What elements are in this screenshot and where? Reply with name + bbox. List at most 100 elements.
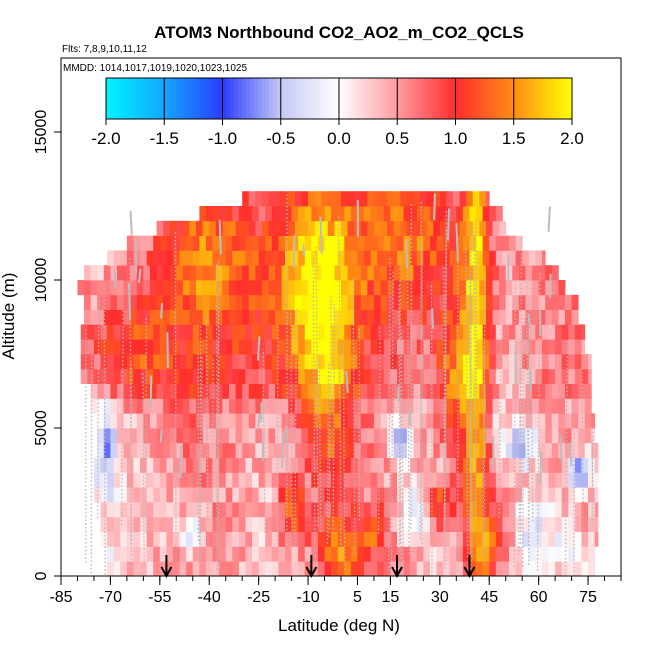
heatmap-cell: [100, 472, 108, 488]
heatmap-cell: [588, 368, 592, 384]
heatmap-cell: [97, 413, 105, 429]
heatmap-cell: [479, 294, 487, 310]
heatmap-cell: [522, 546, 530, 562]
heatmap-cell: [337, 531, 345, 547]
colorbar-segment: [366, 78, 371, 119]
heatmap-cell: [383, 516, 391, 532]
heatmap-cell: [446, 280, 454, 296]
heatmap-cell: [311, 457, 319, 473]
colorbar-segment: [455, 78, 460, 119]
heatmap-cell: [120, 516, 128, 532]
heatmap-cell: [426, 383, 434, 399]
heatmap-cell: [173, 561, 180, 577]
heatmap-cell: [238, 531, 246, 547]
heatmap-cell: [370, 531, 378, 547]
heatmap-cell: [87, 354, 95, 370]
heatmap-cell: [393, 220, 401, 236]
heatmap-cell: [153, 250, 161, 266]
heatmap-cell: [512, 413, 520, 429]
heatmap-cell: [436, 235, 444, 251]
heatmap-cell: [120, 561, 128, 577]
heatmap-cell: [173, 324, 180, 340]
colorbar-segment: [439, 78, 445, 119]
heatmap-cell: [383, 339, 391, 355]
heatmap-cell: [120, 457, 128, 473]
heatmap-cell: [588, 561, 596, 577]
heatmap-cell: [370, 324, 378, 340]
heatmap-cell: [192, 354, 200, 370]
heatmap-cell: [485, 309, 493, 325]
heatmap-cell: [212, 487, 220, 503]
heatmap-cell: [252, 354, 260, 370]
heatmap-cell: [268, 265, 276, 281]
heatmap-cell: [133, 487, 141, 503]
heatmap-cell: [189, 398, 197, 414]
flight-trace: [539, 451, 543, 484]
heatmap-cell: [291, 206, 299, 222]
heatmap-cell: [97, 309, 105, 325]
heatmap-cell: [469, 502, 477, 518]
heatmap-cell: [350, 206, 358, 222]
colorbar-segment: [257, 78, 262, 119]
heatmap-cell: [196, 309, 204, 325]
heatmap-cell: [406, 280, 414, 296]
heatmap-cell: [370, 354, 378, 370]
heatmap-cell: [485, 398, 493, 414]
heatmap-cell: [456, 206, 464, 222]
heatmap-cell: [499, 220, 507, 236]
heatmap-cell: [410, 561, 418, 577]
flight-trace: [473, 228, 477, 518]
heatmap-cell: [370, 457, 378, 473]
heatmap-cell: [209, 309, 217, 325]
heatmap-cell: [393, 294, 401, 310]
heatmap-cell: [182, 428, 190, 444]
heatmap-cell: [416, 354, 424, 370]
heatmap-cell: [268, 413, 276, 429]
flight-trace: [302, 244, 306, 257]
heatmap-cell: [574, 472, 582, 488]
heatmap-cell: [298, 546, 306, 562]
heatmap-cell: [159, 546, 167, 562]
heatmap-cell: [212, 339, 220, 355]
heatmap-cell: [581, 546, 589, 562]
heatmap-cell: [453, 442, 460, 458]
x-tick-label: 15: [382, 589, 400, 606]
heatmap-cell: [285, 368, 292, 384]
heatmap-cell: [120, 339, 128, 355]
heatmap-cell: [436, 502, 444, 518]
heatmap-cell: [196, 280, 204, 296]
heatmap-cell: [522, 339, 530, 355]
heatmap-cell: [525, 398, 533, 414]
heatmap-cell: [420, 413, 428, 429]
heatmap-cell: [304, 324, 312, 340]
heatmap-cell: [143, 280, 151, 296]
heatmap-cell: [551, 398, 559, 414]
heatmap-cell: [199, 531, 207, 547]
heatmap-cell: [364, 206, 372, 222]
heatmap-cell: [420, 280, 428, 296]
heatmap-cell: [285, 250, 292, 266]
heatmap-cell: [476, 546, 484, 562]
heatmap-cell: [512, 294, 520, 310]
heatmap-cell: [281, 191, 289, 207]
heatmap-cell: [166, 324, 174, 340]
heatmap-cell: [410, 487, 418, 503]
heatmap-cell: [439, 413, 447, 429]
heatmap-cell: [199, 502, 207, 518]
heatmap-cell: [271, 516, 279, 532]
heatmap-cell: [449, 516, 457, 532]
heatmap-cell: [466, 191, 474, 207]
heatmap-cell: [327, 265, 335, 281]
heatmap-cell: [344, 354, 352, 370]
heatmap-cell: [476, 324, 484, 340]
heatmap-cell: [258, 516, 266, 532]
heatmap-cell: [159, 472, 167, 488]
heatmap-cell: [420, 220, 428, 236]
heatmap-cell: [186, 354, 194, 370]
heatmap-cell: [288, 265, 296, 281]
heatmap-cell: [403, 368, 411, 384]
heatmap-cell: [242, 191, 250, 207]
heatmap-cell: [317, 339, 325, 355]
heatmap-cell: [443, 354, 451, 370]
heatmap-cell: [291, 339, 299, 355]
